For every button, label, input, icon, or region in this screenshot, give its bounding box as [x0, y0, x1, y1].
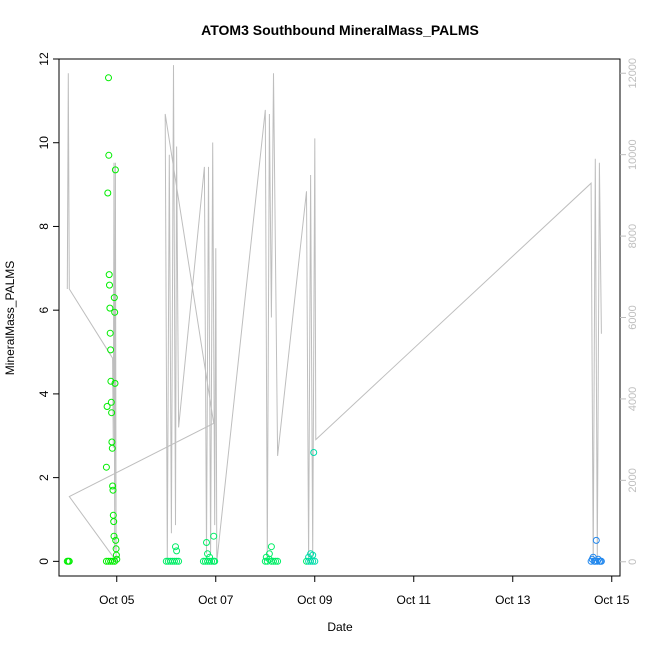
data-point: [110, 518, 118, 526]
y2-tick-label: 10000: [627, 139, 639, 170]
y-tick-label: 6: [37, 307, 51, 314]
data-point: [106, 304, 114, 312]
data-point: [270, 557, 277, 565]
data-point: [110, 532, 118, 540]
data-point: [265, 550, 273, 558]
data-point: [206, 553, 214, 561]
data-point: [111, 379, 119, 387]
data-point: [305, 553, 313, 561]
x-tick-label: Oct 07: [198, 593, 234, 607]
y2-tick-label: 4000: [627, 387, 639, 411]
data-point: [109, 486, 117, 494]
data-point: [104, 189, 112, 197]
data-point: [65, 557, 73, 565]
x-axis: Oct 05 Oct 07 Oct 09 Oct 11 Oct 13 Oct 15: [99, 576, 630, 607]
data-point: [112, 536, 120, 544]
data-point: [105, 271, 113, 279]
data-point: [310, 449, 318, 456]
y2-tick-label: 8000: [627, 224, 639, 248]
data-point: [109, 557, 117, 565]
data-point: [175, 557, 183, 565]
x-tick-label: Oct 15: [594, 593, 630, 607]
data-point: [113, 555, 121, 563]
data-point: [173, 557, 181, 565]
x-tick-label: Oct 09: [297, 593, 333, 607]
data-point: [309, 551, 317, 559]
data-point: [274, 557, 282, 565]
data-point: [108, 444, 116, 452]
data-point: [109, 511, 117, 519]
y-tick-label: 10: [37, 136, 51, 150]
x-tick-label: Oct 05: [99, 593, 135, 607]
y-tick-label: 0: [37, 558, 51, 565]
data-point: [102, 463, 110, 471]
data-point: [109, 482, 117, 490]
data-point: [272, 557, 280, 565]
y-axis-label: MineralMass_PALMS: [3, 261, 17, 375]
data-point: [203, 539, 210, 546]
x-tick-label: Oct 13: [495, 593, 531, 607]
data-point: [107, 377, 115, 385]
data-point: [107, 398, 115, 406]
y2-tick-label: 2000: [627, 468, 639, 492]
y-tick-label: 2: [37, 474, 51, 481]
y2-tick-label: 12000: [627, 58, 639, 89]
data-point: [108, 438, 116, 446]
data-point: [107, 346, 115, 354]
data-point: [206, 557, 214, 565]
data-point: [111, 557, 119, 565]
x-axis-label: Date: [327, 620, 353, 634]
y-tick-label: 12: [37, 52, 51, 66]
data-point: [105, 151, 113, 159]
data-point: [173, 547, 181, 555]
data-point: [204, 550, 211, 558]
y-axis-right: 0 2000 4000 6000 8000 10000 12000: [620, 58, 639, 565]
data-point: [106, 329, 114, 337]
chart-title: ATOM3 Southbound MineralMass_PALMS: [201, 22, 479, 38]
data-point: [105, 74, 112, 82]
plot-frame: [58, 58, 621, 577]
data-point: [172, 543, 179, 551]
data-point: [311, 557, 319, 565]
data-point: [108, 409, 116, 417]
data-point: [210, 532, 218, 540]
x-tick-label: Oct 11: [397, 593, 432, 607]
data-point: [267, 543, 275, 551]
data-point: [592, 536, 600, 544]
data-point: [171, 557, 178, 565]
y-axis-left: 0 2 4 6 8 10 12: [37, 52, 59, 565]
y-tick-label: 8: [37, 223, 51, 230]
line-series-group: [66, 65, 602, 563]
data-point: [597, 557, 605, 565]
data-point: [111, 166, 119, 174]
y-tick-label: 4: [37, 390, 51, 397]
point-series-group: [63, 74, 605, 565]
y2-tick-label: 6000: [627, 305, 639, 329]
data-point: [106, 281, 113, 289]
data-point: [112, 551, 120, 559]
data-point: [110, 294, 118, 302]
data-point: [103, 403, 111, 410]
data-point: [211, 557, 219, 565]
line-series: [66, 65, 602, 563]
data-point: [107, 557, 115, 565]
data-point: [307, 557, 315, 565]
data-point: [111, 308, 119, 316]
y2-tick-label: 0: [627, 559, 639, 565]
data-point: [208, 557, 216, 565]
